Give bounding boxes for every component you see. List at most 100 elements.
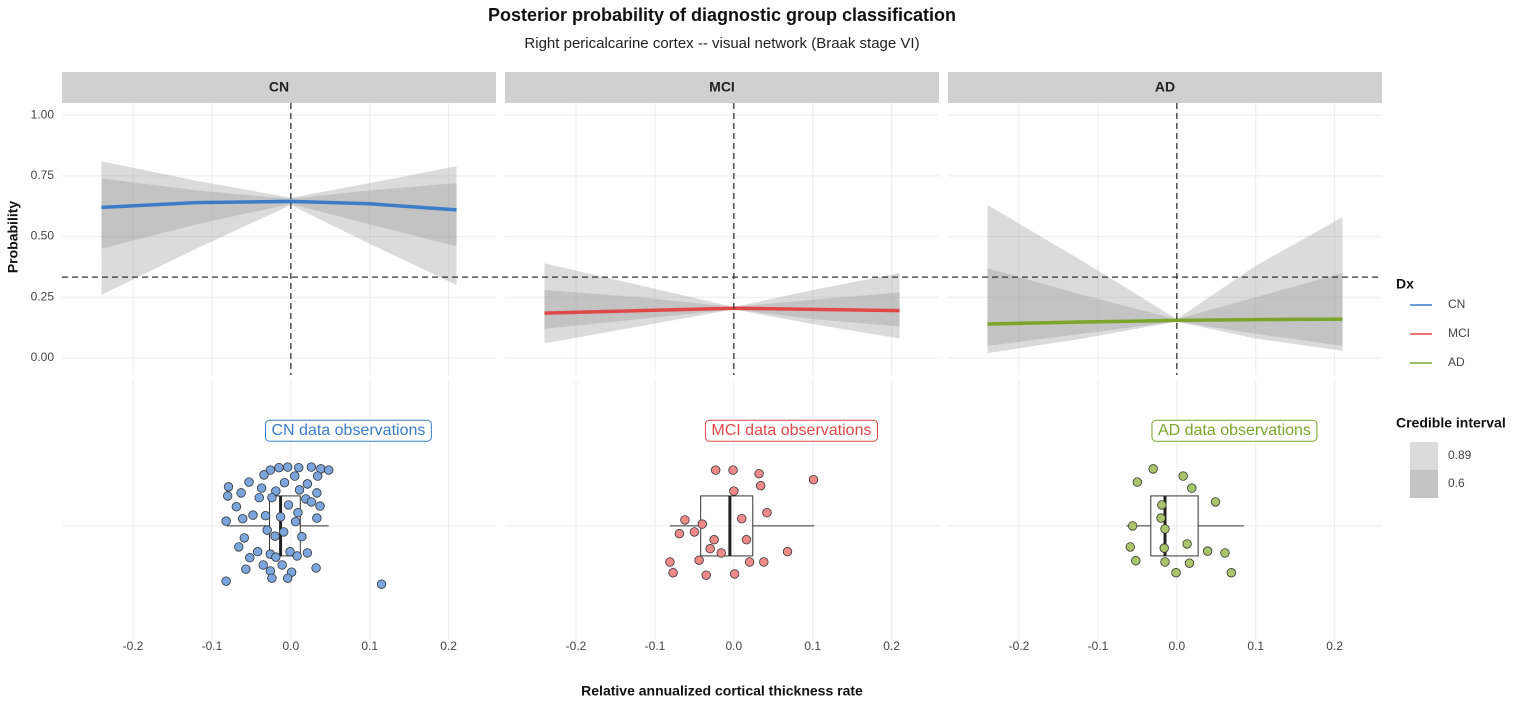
data-point: [223, 491, 233, 501]
data-point: [729, 569, 740, 579]
ci-legend-label: 0.6: [1448, 476, 1465, 490]
data-point: [234, 542, 244, 552]
x-tick-label: 0.2: [1326, 639, 1343, 653]
ci-swatch: [1410, 470, 1438, 498]
data-point: [728, 465, 738, 475]
data-point: [376, 579, 387, 589]
data-point: [694, 555, 704, 565]
data-point: [290, 471, 300, 481]
x-tick-label: -0.2: [1009, 639, 1030, 653]
data-point: [1178, 471, 1188, 481]
data-point: [1226, 568, 1236, 578]
data-point: [716, 548, 726, 558]
data-point: [1187, 483, 1197, 493]
facet-strip-label: MCI: [709, 79, 735, 95]
data-point: [1182, 539, 1192, 549]
data-point: [267, 492, 277, 503]
data-point: [689, 527, 700, 537]
observation-label: CN data observations: [272, 422, 426, 439]
ribbon-60: [987, 268, 1343, 346]
ribbon-89: [101, 161, 457, 295]
data-point: [239, 533, 249, 543]
box: [1150, 495, 1199, 557]
facet-strip-label: AD: [1155, 79, 1175, 95]
data-point: [1157, 500, 1167, 510]
data-point: [744, 557, 755, 567]
data-point: [680, 515, 690, 525]
data-point: [275, 512, 286, 522]
data-point: [282, 462, 293, 472]
data-point: [674, 529, 685, 539]
data-point: [1131, 556, 1141, 566]
data-point: [270, 531, 280, 541]
data-point: [705, 544, 715, 554]
data-point: [277, 560, 287, 570]
observation-label: MCI data observations: [711, 422, 871, 439]
data-point: [762, 508, 772, 518]
facet-strip: [948, 72, 1382, 103]
data-point: [231, 501, 242, 512]
chart-subtitle: Right pericalcarine cortex -- visual net…: [524, 35, 919, 52]
data-point: [306, 462, 317, 472]
data-point: [274, 462, 284, 473]
data-point: [1210, 497, 1221, 507]
data-point: [279, 477, 290, 488]
data-point: [221, 576, 231, 586]
observation-label: AD data observations: [1158, 422, 1311, 439]
data-point: [256, 483, 267, 493]
data-point: [697, 519, 707, 529]
data-point: [1160, 557, 1170, 567]
legend-label: CN: [1448, 297, 1465, 311]
data-point: [241, 564, 251, 574]
x-tick-label: 0.1: [804, 639, 821, 653]
observation-label-group: MCI data observations: [704, 419, 878, 442]
data-point: [1202, 546, 1213, 556]
x-tick-label: 0.1: [1247, 639, 1264, 653]
data-point: [315, 501, 325, 511]
box: [269, 495, 301, 557]
data-point: [302, 548, 313, 558]
data-point: [311, 563, 321, 573]
x-tick-label: -0.1: [1088, 639, 1109, 653]
data-point: [279, 527, 289, 537]
data-point: [292, 551, 302, 561]
facet-strip-label: CN: [269, 79, 289, 95]
data-point: [665, 557, 675, 567]
data-point: [294, 485, 305, 495]
data-point: [297, 532, 307, 542]
data-point: [236, 488, 246, 498]
data-point: [238, 514, 248, 524]
data-point: [729, 486, 739, 496]
data-point: [1148, 464, 1158, 474]
x-tick-label: 0.2: [440, 639, 457, 653]
observation-label-box: [1151, 419, 1318, 442]
y-tick-label: 0.50: [31, 229, 55, 243]
x-tick-label: 0.1: [361, 639, 378, 653]
data-point: [1184, 558, 1195, 568]
chart-title: Posterior probability of diagnostic grou…: [488, 5, 956, 25]
y-tick-label: 0.75: [31, 168, 55, 182]
data-point: [1132, 477, 1143, 487]
data-point: [741, 535, 752, 545]
data-point: [283, 500, 294, 510]
data-point: [808, 474, 819, 485]
observation-label-box: [265, 419, 432, 442]
data-point: [223, 482, 234, 492]
x-tick-label: 0.2: [883, 639, 900, 653]
data-point: [285, 547, 295, 557]
data-point: [1171, 568, 1181, 578]
legend-title: Dx: [1396, 276, 1414, 292]
data-point: [737, 514, 747, 524]
data-point: [759, 557, 769, 567]
mean-line: [101, 199, 457, 212]
ribbon-89: [987, 205, 1343, 354]
x-axis-label: Relative annualized cortical thickness r…: [581, 683, 863, 699]
data-point: [312, 513, 322, 523]
x-tick-label: 0.0: [1168, 639, 1185, 653]
data-point: [282, 573, 293, 583]
data-point: [265, 465, 276, 475]
data-point: [668, 568, 678, 578]
ci-swatch: [1410, 470, 1438, 498]
data-point: [262, 525, 272, 535]
